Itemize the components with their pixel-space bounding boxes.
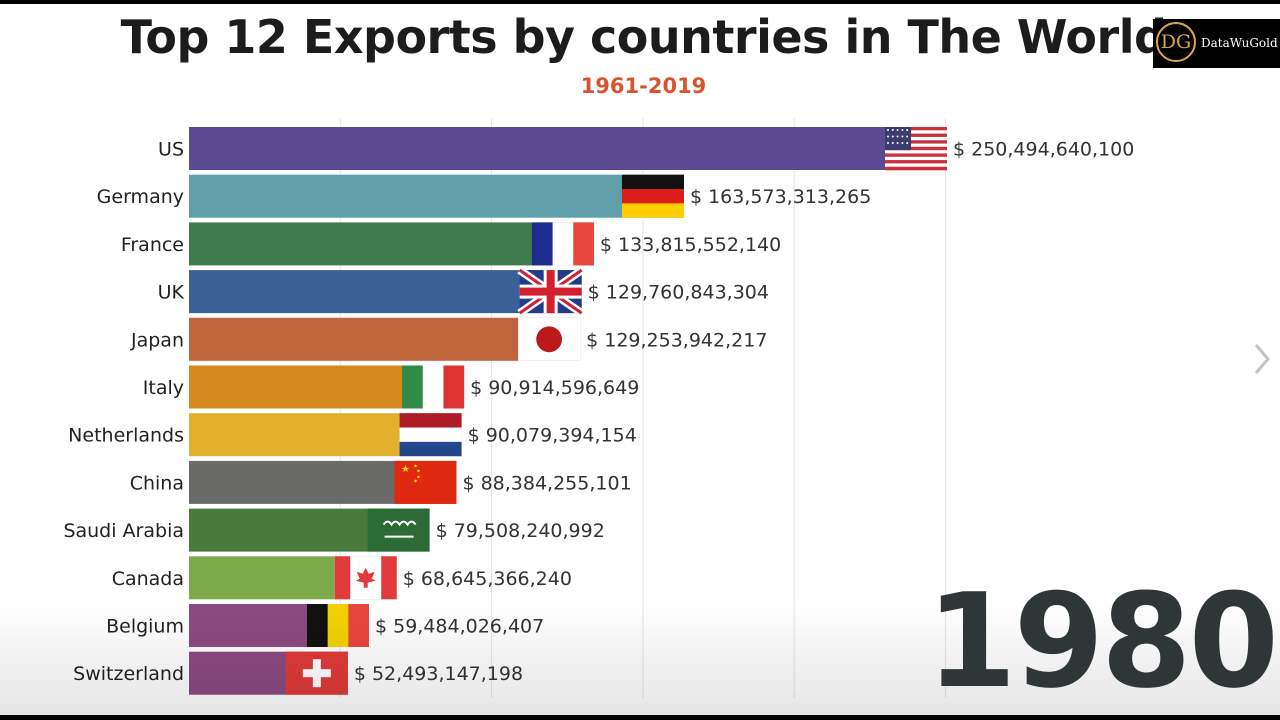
country-label: Germany bbox=[97, 186, 184, 208]
country-label: Canada bbox=[112, 568, 184, 590]
value-label: $ 90,914,596,649 bbox=[470, 377, 639, 399]
country-label: Italy bbox=[143, 377, 184, 399]
country-label: US bbox=[158, 139, 184, 161]
value-label: $ 250,494,640,100 bbox=[953, 139, 1134, 161]
bottom-frame-border bbox=[0, 715, 1280, 720]
value-label: $ 68,645,366,240 bbox=[403, 568, 572, 590]
country-label: Netherlands bbox=[68, 425, 184, 447]
logo-name: DataWuGold bbox=[1201, 36, 1278, 50]
china-flag-icon bbox=[394, 460, 457, 504]
japan-flag-icon bbox=[518, 317, 581, 361]
value-label: $ 88,384,255,101 bbox=[462, 472, 631, 494]
bar bbox=[189, 317, 581, 361]
us-flag-icon bbox=[885, 127, 947, 171]
bar bbox=[189, 270, 582, 314]
value-label: $ 52,493,147,198 bbox=[354, 663, 523, 685]
netherlands-flag-icon bbox=[399, 413, 462, 457]
canada-flag-icon bbox=[334, 556, 397, 600]
top-frame-border bbox=[0, 0, 1280, 4]
uk-flag-icon bbox=[517, 266, 584, 317]
chart-subtitle: 1961-2019 bbox=[580, 74, 707, 98]
bar bbox=[189, 222, 594, 266]
country-label: France bbox=[121, 234, 184, 256]
value-label: $ 163,573,313,265 bbox=[690, 186, 871, 208]
brand-logo[interactable]: DG DataWuGold bbox=[1153, 19, 1280, 68]
logo-initials: DG bbox=[1156, 22, 1196, 62]
value-label: $ 90,079,394,154 bbox=[468, 425, 637, 447]
value-label: $ 59,484,026,407 bbox=[375, 616, 544, 638]
saudi-arabia-flag-icon bbox=[367, 508, 430, 552]
country-label: Saudi Arabia bbox=[63, 520, 184, 542]
france-flag-icon bbox=[531, 222, 594, 266]
value-label: $ 133,815,552,140 bbox=[600, 234, 781, 256]
bar bbox=[189, 127, 947, 170]
value-label: $ 129,760,843,304 bbox=[588, 282, 769, 304]
year-counter: 1980 bbox=[926, 565, 1279, 717]
country-label: Japan bbox=[130, 329, 184, 351]
bar bbox=[189, 174, 684, 218]
belgium-flag-icon bbox=[306, 604, 369, 647]
italy-flag-icon bbox=[402, 365, 465, 409]
country-label: Switzerland bbox=[73, 663, 184, 685]
chart-title: Top 12 Exports by countries in The World bbox=[120, 10, 1167, 64]
chevron-right-icon[interactable] bbox=[1252, 342, 1272, 376]
value-label: $ 129,253,942,217 bbox=[586, 329, 767, 351]
germany-flag-icon bbox=[621, 174, 684, 218]
country-label: China bbox=[130, 472, 184, 494]
country-label: UK bbox=[158, 282, 185, 304]
switzerland-flag-icon bbox=[285, 651, 348, 695]
country-label: Belgium bbox=[106, 616, 184, 638]
value-label: $ 79,508,240,992 bbox=[436, 520, 605, 542]
